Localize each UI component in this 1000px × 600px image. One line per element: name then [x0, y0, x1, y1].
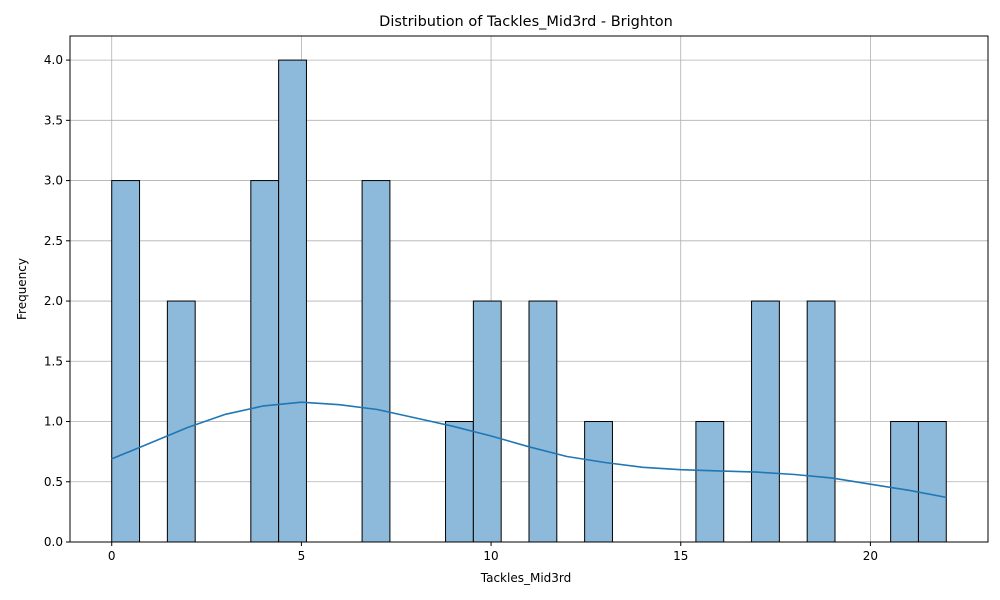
histogram-bar: [751, 300, 780, 543]
plot-frame: [69, 35, 989, 543]
y-axis-ticks: 0.0 0.5 1.0 1.5 2.0 2.5 3.0 3.5 4.0: [44, 53, 70, 549]
histogram-bars: [111, 59, 947, 543]
x-tick-label: 10: [483, 549, 498, 563]
histogram-bar: [528, 300, 558, 543]
histogram-bar: [445, 421, 474, 543]
chart-title: Distribution of Tackles_Mid3rd - Brighto…: [379, 14, 673, 30]
y-tick-label: 2.5: [44, 234, 63, 248]
kde-curve: [111, 401, 947, 499]
histogram-bar: [695, 421, 725, 543]
x-axis-ticks: 0 5 10 15 20: [108, 542, 878, 563]
histogram-bar: [890, 421, 919, 543]
kde-line: [111, 401, 947, 499]
y-axis-label: Frequency: [15, 258, 29, 320]
y-tick-label: 2.0: [44, 294, 63, 308]
x-tick-label: 15: [673, 549, 688, 563]
y-tick-label: 1.5: [44, 354, 63, 368]
x-axis-label: Tackles_Mid3rd: [480, 571, 572, 585]
x-tick-label: 20: [863, 549, 878, 563]
y-tick-label: 0.0: [44, 535, 63, 549]
histogram-bar: [111, 180, 141, 543]
histogram-bar: [166, 300, 196, 543]
y-tick-label: 0.5: [44, 475, 63, 489]
histogram-bar: [361, 180, 391, 543]
histogram-bar: [806, 300, 836, 543]
y-tick-label: 1.0: [44, 415, 63, 429]
y-tick-label: 3.5: [44, 113, 63, 127]
histogram-bar: [472, 300, 502, 543]
y-tick-label: 4.0: [44, 53, 63, 67]
x-tick-label: 0: [108, 549, 116, 563]
histogram-bar: [917, 421, 947, 543]
histogram-bar: [250, 180, 280, 543]
histogram-bar: [584, 421, 613, 543]
x-tick-label: 5: [298, 549, 306, 563]
histogram-bar: [278, 59, 307, 543]
y-tick-label: 3.0: [44, 174, 63, 188]
